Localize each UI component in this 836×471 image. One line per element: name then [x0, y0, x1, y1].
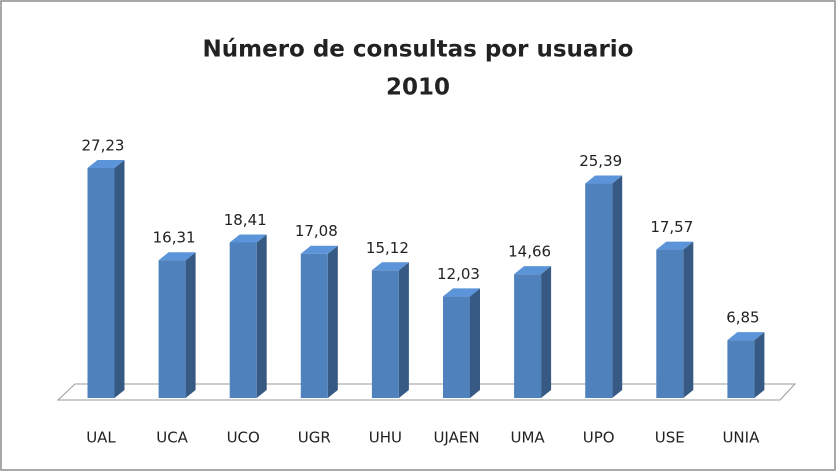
bar-side: [114, 160, 125, 398]
bar-top: [727, 332, 765, 341]
x-tick-label: UMA: [511, 429, 546, 447]
bar-side: [470, 288, 480, 398]
data-label: 18,41: [224, 211, 267, 229]
x-tick-label: UCO: [227, 429, 260, 447]
bar-top: [514, 266, 552, 275]
bar-side: [327, 245, 338, 398]
bar-top: [371, 262, 409, 271]
bar: [229, 242, 257, 398]
bar-top: [656, 241, 694, 250]
chart-subtitle: 2010: [386, 75, 450, 101]
chart-title: Número de consultas por usuario: [203, 37, 634, 63]
bar-top: [443, 288, 480, 297]
x-tick-label: USE: [655, 429, 685, 447]
bar-side: [683, 241, 694, 398]
data-label: 17,57: [650, 218, 693, 236]
bar-top: [229, 234, 267, 243]
bar: [300, 253, 328, 398]
x-tick-label: UCA: [156, 429, 188, 447]
data-label: 27,23: [82, 137, 125, 155]
data-label: 14,66: [508, 243, 551, 261]
bar: [727, 340, 755, 398]
bar-side: [256, 234, 267, 398]
bar-side: [398, 262, 409, 398]
data-label: 6,85: [726, 309, 759, 327]
x-tick-label: UPO: [583, 429, 615, 447]
bar: [158, 260, 186, 398]
bar: [87, 168, 115, 398]
bar-side: [612, 175, 623, 398]
bar-side: [185, 252, 196, 398]
data-label: 12,03: [437, 265, 480, 283]
bar-side: [754, 332, 765, 398]
bar: [443, 296, 470, 398]
bar-side: [541, 266, 552, 398]
x-tick-label: UNIA: [722, 429, 760, 447]
bar: [656, 249, 684, 398]
data-label: 16,31: [153, 229, 196, 247]
x-tick-label: UAL: [86, 429, 116, 447]
x-tick-label: UGR: [298, 429, 331, 447]
data-label: 15,12: [366, 239, 409, 257]
bar-top: [300, 245, 338, 254]
bar-top: [585, 175, 623, 184]
data-label: 25,39: [579, 152, 622, 170]
bar: [585, 183, 613, 398]
bar: [371, 270, 399, 398]
data-label: 17,08: [295, 222, 338, 240]
x-tick-label: UJAEN: [433, 429, 479, 447]
bar: [514, 274, 542, 398]
bar-top: [158, 252, 196, 261]
bar-top: [87, 160, 125, 168]
x-tick-label: UHU: [369, 429, 402, 447]
